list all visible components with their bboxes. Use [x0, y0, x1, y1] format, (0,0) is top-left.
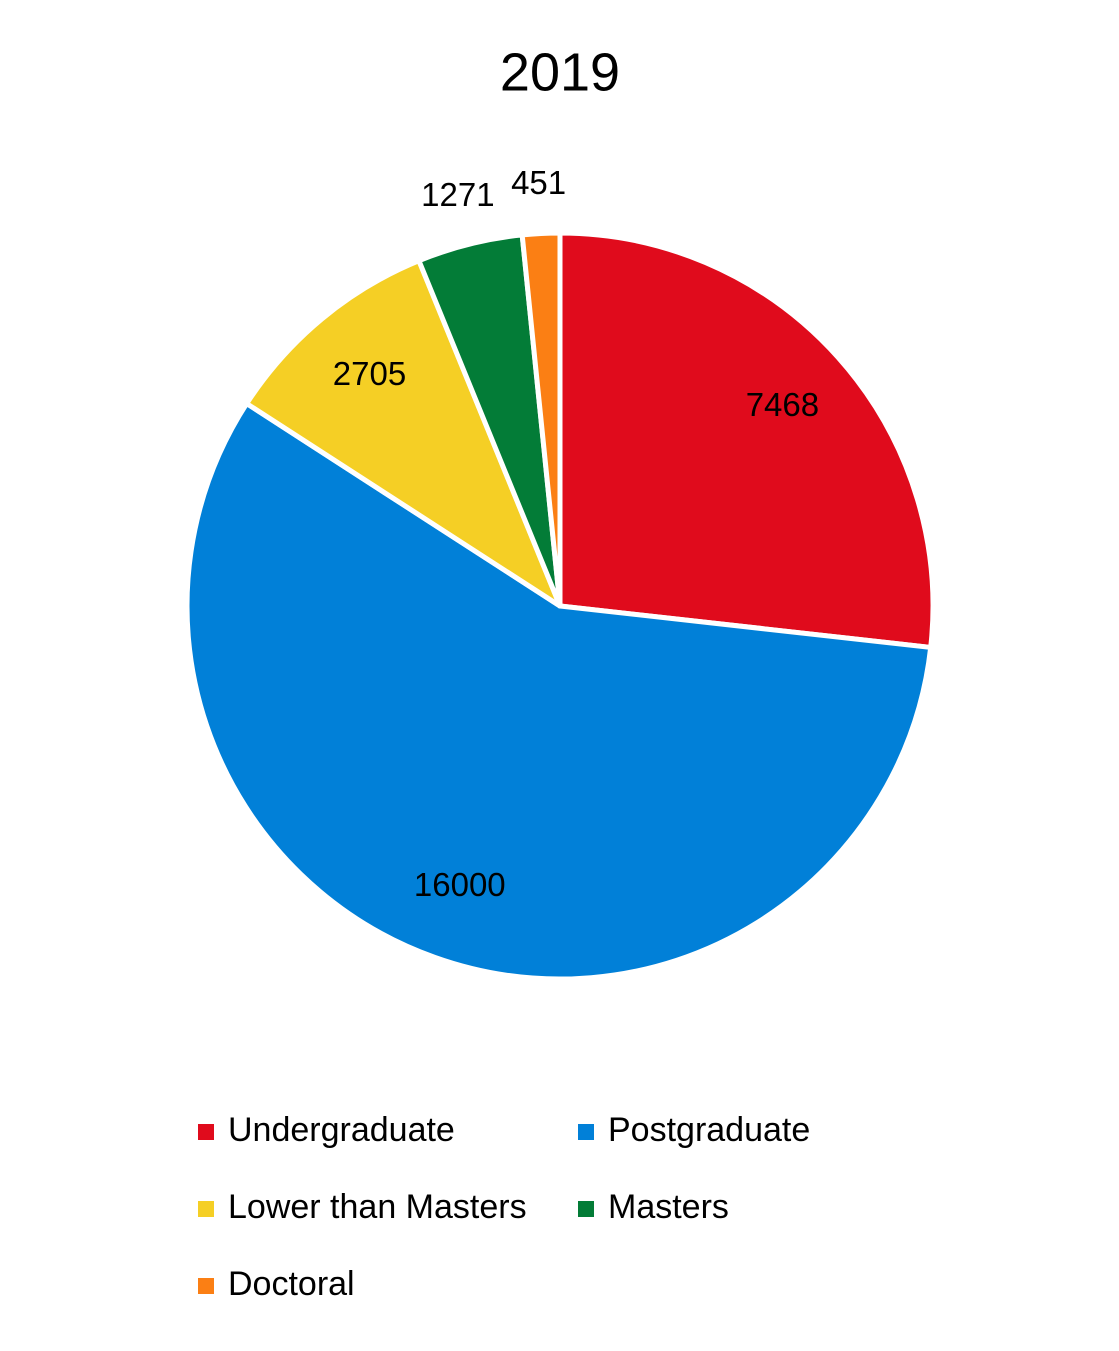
data-label: 2705 [333, 355, 406, 392]
data-label: 16000 [414, 866, 506, 903]
pie-slice [244, 258, 563, 609]
legend-swatch [198, 1124, 214, 1140]
chart-title: 2019 [500, 42, 620, 102]
legend-label: Masters [608, 1188, 729, 1226]
data-label: 451 [511, 164, 566, 201]
legend-label: Postgraduate [608, 1111, 810, 1149]
legend-swatch [578, 1201, 594, 1217]
pie-slice [184, 401, 934, 982]
legend-label: Doctoral [228, 1265, 355, 1303]
pie-slice [519, 230, 563, 609]
legend-label: Lower than Masters [228, 1188, 527, 1226]
legend-swatch [578, 1124, 594, 1140]
pie-slice [557, 230, 936, 650]
data-label: 7468 [746, 386, 819, 423]
legend-label: Undergraduate [228, 1111, 455, 1149]
legend-swatch [198, 1278, 214, 1294]
legend-swatch [198, 1201, 214, 1217]
data-label: 1271 [421, 176, 494, 213]
